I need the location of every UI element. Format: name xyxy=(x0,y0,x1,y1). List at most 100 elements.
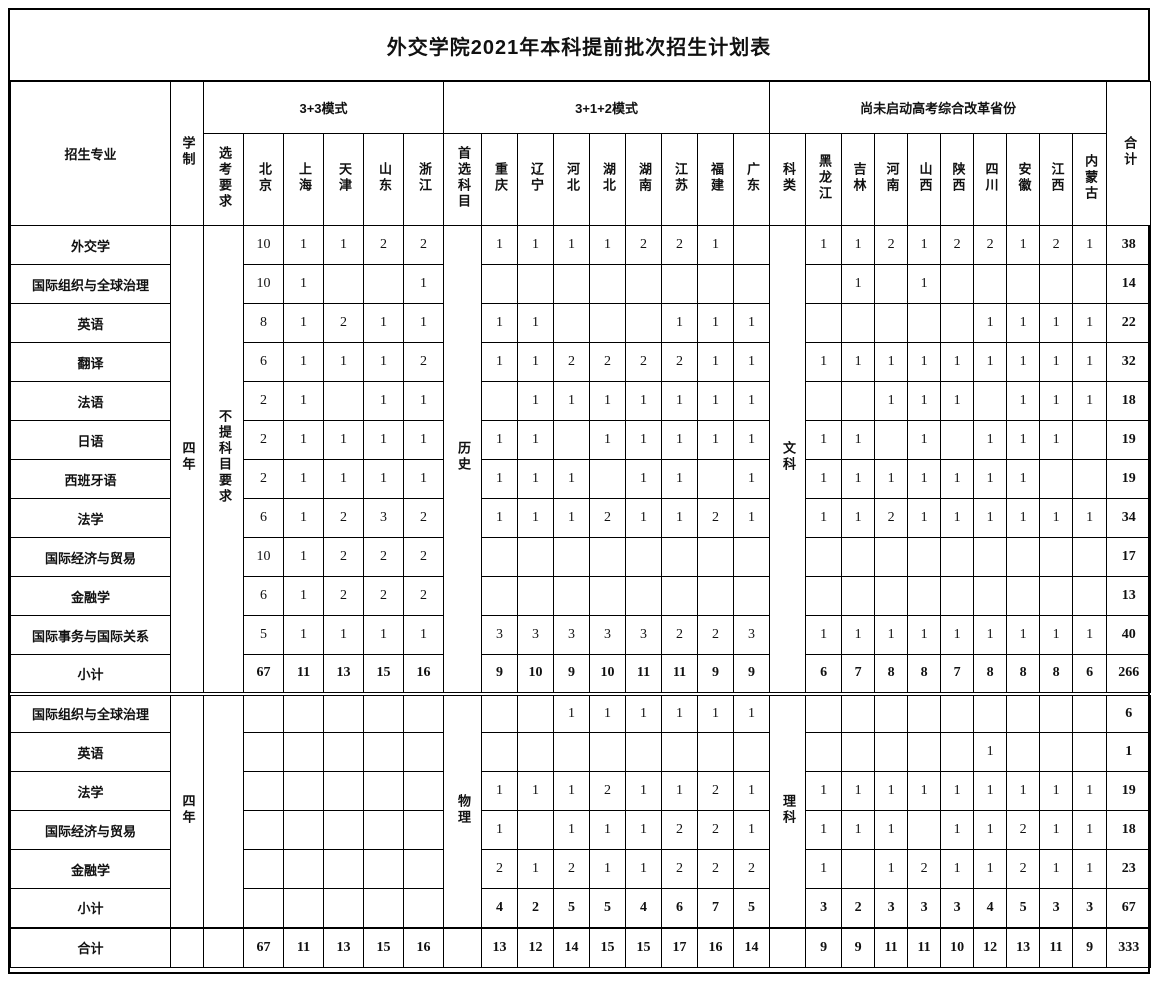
row-total-cell: 333 xyxy=(1106,926,1152,968)
value-cell: 9 xyxy=(481,654,519,694)
value-cell: 1 xyxy=(1006,498,1041,538)
value-cell: 1 xyxy=(517,849,555,889)
table-frame: 外交学院2021年本科提前批次招生计划表 招生专业 学制 3+3模式 3+1+2模式尚… xyxy=(8,8,1152,974)
duration-column-header-text: 学制 xyxy=(180,136,196,168)
value-cell xyxy=(517,810,555,850)
value-cell xyxy=(1072,420,1108,460)
value-cell: 1 xyxy=(283,576,324,616)
table-row: 法学 6 1 2 3 2 1 1 1 2 1 1 2 1 1 1 2 1 1 1 1 1 1 34 xyxy=(10,498,1152,538)
value-cell: 2 xyxy=(323,303,364,343)
major-cell: 西班牙语 xyxy=(10,459,171,499)
value-cell: 1 xyxy=(697,303,735,343)
value-cell: 1 xyxy=(1072,810,1108,850)
value-cell xyxy=(1072,576,1108,616)
value-cell: 1 xyxy=(661,498,699,538)
value-cell: 2 xyxy=(243,420,284,460)
value-cell xyxy=(481,576,519,616)
value-cell: 1 xyxy=(1039,849,1074,889)
value-cell: 2 xyxy=(697,771,735,811)
value-cell: 1 xyxy=(661,381,699,421)
value-cell: 1 xyxy=(733,691,771,733)
value-cell xyxy=(481,264,519,304)
major-cell: 翻译 xyxy=(10,342,171,382)
value-cell: 1 xyxy=(625,381,663,421)
value-cell xyxy=(1072,264,1108,304)
value-cell: 67 xyxy=(243,926,284,968)
value-cell: 1 xyxy=(283,420,324,460)
row-total-cell: 17 xyxy=(1106,537,1152,577)
table-row: 国际事务与国际关系 5 1 1 1 1 3 3 3 3 3 2 2 3 1 1 1 1 1 1 1 1 1 40 xyxy=(10,615,1152,655)
major-cell: 日语 xyxy=(10,420,171,460)
value-cell: 1 xyxy=(907,381,942,421)
row-total-cell: 23 xyxy=(1106,849,1152,889)
value-cell xyxy=(625,537,663,577)
value-cell: 8 xyxy=(973,654,1008,694)
value-cell: 1 xyxy=(589,810,627,850)
value-cell: 8 xyxy=(1006,654,1041,694)
row-total-cell: 38 xyxy=(1106,225,1152,265)
value-cell: 1 xyxy=(697,342,735,382)
value-cell: 1 xyxy=(733,771,771,811)
value-cell xyxy=(243,849,284,889)
value-cell xyxy=(481,381,519,421)
value-cell xyxy=(1006,264,1041,304)
value-cell: 11 xyxy=(1039,926,1074,968)
value-cell xyxy=(841,576,876,616)
value-cell xyxy=(805,303,843,343)
value-cell: 1 xyxy=(1039,381,1074,421)
value-cell xyxy=(1039,264,1074,304)
group-header: 尚未启动高考综合改革省份 xyxy=(769,81,1108,134)
value-cell: 1 xyxy=(805,459,843,499)
value-cell: 2 xyxy=(402,498,445,538)
category-cell xyxy=(769,926,807,968)
province-header: 河北 xyxy=(553,133,591,226)
value-cell xyxy=(874,691,909,733)
value-cell xyxy=(874,303,909,343)
value-cell xyxy=(973,537,1008,577)
province-header-text: 辽宁 xyxy=(529,162,544,194)
value-cell: 2 xyxy=(363,576,404,616)
value-cell: 1 xyxy=(1006,459,1041,499)
value-cell: 1 xyxy=(973,459,1008,499)
value-cell: 1 xyxy=(481,420,519,460)
value-cell: 1 xyxy=(323,420,364,460)
subject-requirement-cell: 不提科目要求 xyxy=(203,225,244,694)
value-cell: 1 xyxy=(283,615,324,655)
value-cell xyxy=(874,576,909,616)
value-cell: 1 xyxy=(733,342,771,382)
value-cell: 1 xyxy=(907,498,942,538)
value-cell: 1 xyxy=(973,732,1008,772)
value-cell xyxy=(973,576,1008,616)
value-cell xyxy=(805,691,843,733)
value-cell xyxy=(841,381,876,421)
value-cell xyxy=(697,537,735,577)
value-cell xyxy=(733,732,771,772)
value-cell: 1 xyxy=(874,342,909,382)
value-cell xyxy=(517,732,555,772)
table-row: 法学 1 1 1 2 1 1 2 1 1 1 1 1 1 1 1 1 1 19 xyxy=(10,771,1152,811)
major-cell: 国际经济与贸易 xyxy=(10,810,171,850)
value-cell xyxy=(283,691,324,733)
value-cell: 3 xyxy=(589,615,627,655)
value-cell: 1 xyxy=(625,459,663,499)
value-cell: 2 xyxy=(323,537,364,577)
province-header: 湖北 xyxy=(589,133,627,226)
value-cell xyxy=(841,537,876,577)
province-header-text: 北京 xyxy=(256,162,272,194)
value-cell xyxy=(1006,691,1041,733)
value-cell xyxy=(323,888,364,928)
province-header: 江西 xyxy=(1039,133,1074,226)
major-cell: 国际组织与全球治理 xyxy=(10,691,171,733)
value-cell: 2 xyxy=(907,849,942,889)
value-cell: 1 xyxy=(841,810,876,850)
value-cell: 1 xyxy=(1072,303,1108,343)
value-cell: 1 xyxy=(323,342,364,382)
value-cell: 1 xyxy=(907,459,942,499)
value-cell: 11 xyxy=(625,654,663,694)
major-cell: 国际经济与贸易 xyxy=(10,537,171,577)
value-cell xyxy=(283,810,324,850)
value-cell: 2 xyxy=(402,576,445,616)
value-cell xyxy=(625,303,663,343)
value-cell xyxy=(940,691,975,733)
major-column-header: 招生专业 xyxy=(10,81,171,226)
